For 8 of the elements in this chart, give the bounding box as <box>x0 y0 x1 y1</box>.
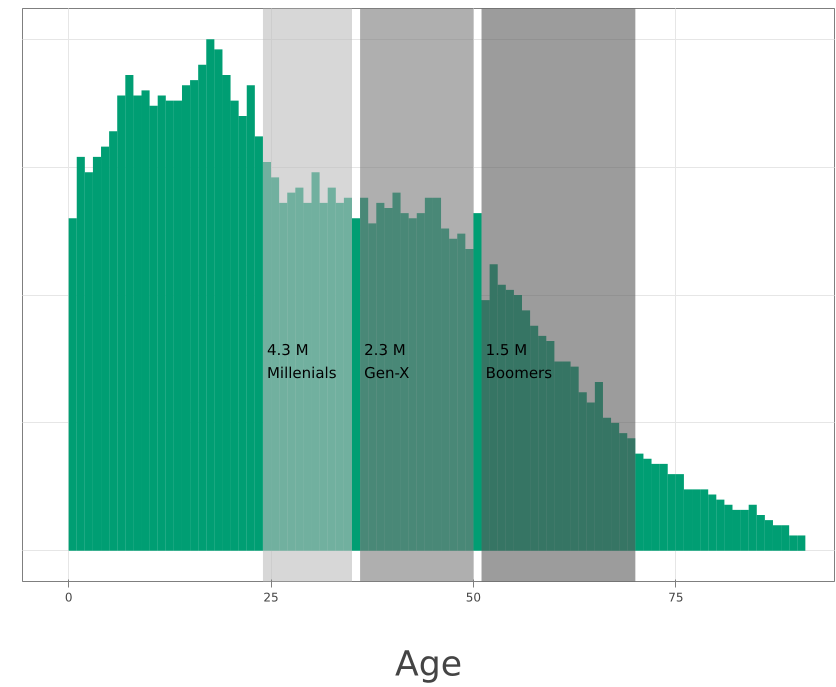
x-tick-label: 25 <box>263 590 279 604</box>
band-label: 1.5 M Boomers <box>486 340 552 382</box>
x-tick-label: 75 <box>668 590 684 604</box>
x-axis-title: Age <box>394 644 462 684</box>
x-tick-label: 50 <box>466 590 482 604</box>
band-label: 2.3 M Gen-X <box>364 340 410 382</box>
band-label: 4.3 M Millenials <box>266 340 337 382</box>
x-tick-label: 0 <box>64 590 72 604</box>
